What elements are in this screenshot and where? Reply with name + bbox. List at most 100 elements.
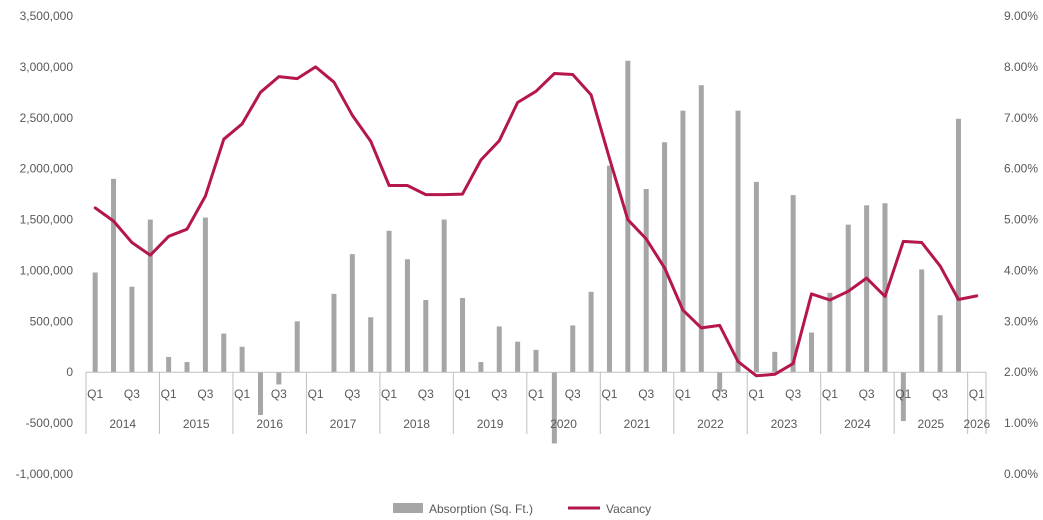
absorption-bar <box>129 287 134 372</box>
absorption-bar <box>570 325 575 372</box>
year-label: 2018 <box>403 417 430 431</box>
absorption-bar <box>736 111 741 373</box>
right-axis-tick-label: 5.00% <box>1004 213 1038 227</box>
right-axis-tick-label: 9.00% <box>1004 9 1038 23</box>
absorption-bar <box>276 372 281 384</box>
absorption-bar <box>791 195 796 372</box>
absorption-bar <box>680 111 685 373</box>
quarter-label: Q1 <box>234 387 250 401</box>
year-label: 2017 <box>330 417 357 431</box>
vacancy-line <box>95 67 977 376</box>
quarter-label: Q3 <box>565 387 581 401</box>
legend: Absorption (Sq. Ft.) Vacancy <box>393 502 651 516</box>
right-axis-tick-label: 4.00% <box>1004 263 1038 277</box>
quarter-label: Q1 <box>381 387 397 401</box>
absorption-bar <box>387 231 392 372</box>
legend-label-absorption: Absorption (Sq. Ft.) <box>429 502 533 516</box>
year-label: 2015 <box>183 417 210 431</box>
left-axis-tick-label: 3,000,000 <box>20 60 74 74</box>
absorption-bar <box>772 352 777 372</box>
year-label: 2025 <box>918 417 945 431</box>
left-axis-tick-label: -1,000,000 <box>16 467 74 481</box>
left-axis-ticks: -1,000,000 -500,000 0 500,000 1,000,000 1,500… <box>16 9 74 481</box>
quarter-label: Q3 <box>124 387 140 401</box>
year-label: 2022 <box>697 417 724 431</box>
quarter-label: Q1 <box>87 387 103 401</box>
absorption-bar <box>166 357 171 372</box>
left-axis-tick-label: 2,500,000 <box>20 111 74 125</box>
quarter-label: Q1 <box>822 387 838 401</box>
quarter-label: Q3 <box>712 387 728 401</box>
quarter-label: Q1 <box>675 387 691 401</box>
absorption-bar <box>93 272 98 372</box>
absorption-bar <box>754 182 759 372</box>
absorption-bar <box>368 317 373 372</box>
absorption-bar <box>534 350 539 372</box>
quarter-label: Q1 <box>601 387 617 401</box>
quarter-label: Q3 <box>932 387 948 401</box>
absorption-bar <box>589 292 594 372</box>
quarter-label: Q1 <box>455 387 471 401</box>
absorption-bar <box>497 326 502 372</box>
quarter-label: Q1 <box>969 387 985 401</box>
right-axis-ticks: 0.00% 1.00% 2.00% 3.00% 4.00% 5.00% 6.00% 7.00%… <box>1004 9 1038 481</box>
absorption-bar <box>148 220 153 373</box>
quarter-label: Q1 <box>895 387 911 401</box>
year-label: 2020 <box>550 417 577 431</box>
right-axis-tick-label: 8.00% <box>1004 60 1038 74</box>
absorption-bar <box>515 342 520 373</box>
absorption-bar <box>938 315 943 372</box>
absorption-bar <box>864 205 869 372</box>
absorption-bar <box>423 300 428 372</box>
quarter-label: Q1 <box>161 387 177 401</box>
right-axis-tick-label: 1.00% <box>1004 416 1038 430</box>
quarter-label: Q3 <box>638 387 654 401</box>
quarter-label: Q1 <box>748 387 764 401</box>
right-axis-tick-label: 3.00% <box>1004 314 1038 328</box>
year-label: 2016 <box>256 417 283 431</box>
left-axis-tick-label: 0 <box>66 365 73 379</box>
absorption-bar <box>203 218 208 373</box>
absorption-bar <box>111 179 116 372</box>
quarter-label: Q3 <box>859 387 875 401</box>
quarter-label: Q3 <box>785 387 801 401</box>
left-axis-tick-label: 500,000 <box>30 314 74 328</box>
absorption-bar <box>295 321 300 372</box>
absorption-bar <box>185 362 190 372</box>
quarter-label: Q3 <box>491 387 507 401</box>
left-axis-tick-label: 3,500,000 <box>20 9 74 23</box>
quarter-label: Q3 <box>271 387 287 401</box>
quarter-label: Q1 <box>308 387 324 401</box>
absorption-bar <box>919 269 924 372</box>
quarter-label: Q3 <box>418 387 434 401</box>
absorption-bar <box>460 298 465 372</box>
legend-swatch-absorption <box>393 503 423 513</box>
quarter-label: Q3 <box>197 387 213 401</box>
left-axis-tick-label: -500,000 <box>26 416 74 430</box>
quarter-label: Q3 <box>344 387 360 401</box>
legend-label-vacancy: Vacancy <box>606 502 651 516</box>
absorption-bar <box>405 259 410 372</box>
quarter-label: Q1 <box>528 387 544 401</box>
year-label: 2023 <box>771 417 798 431</box>
right-axis-tick-label: 2.00% <box>1004 365 1038 379</box>
left-axis-tick-label: 2,000,000 <box>20 162 74 176</box>
year-label: 2014 <box>109 417 136 431</box>
right-axis-tick-label: 6.00% <box>1004 162 1038 176</box>
absorption-bar <box>827 293 832 372</box>
absorption-bar <box>350 254 355 372</box>
absorption-bar <box>478 362 483 372</box>
absorption-bar <box>956 119 961 372</box>
right-axis-tick-label: 7.00% <box>1004 111 1038 125</box>
vacancy-series-line <box>95 67 977 376</box>
left-axis-tick-label: 1,000,000 <box>20 263 74 277</box>
year-label: 2026 <box>963 417 990 431</box>
left-axis-tick-label: 1,500,000 <box>20 213 74 227</box>
absorption-bar <box>662 142 667 372</box>
absorption-bar <box>552 372 557 443</box>
absorption-bar <box>607 166 612 373</box>
absorption-bar <box>258 372 263 415</box>
year-label: 2021 <box>624 417 651 431</box>
absorption-bar <box>644 189 649 372</box>
